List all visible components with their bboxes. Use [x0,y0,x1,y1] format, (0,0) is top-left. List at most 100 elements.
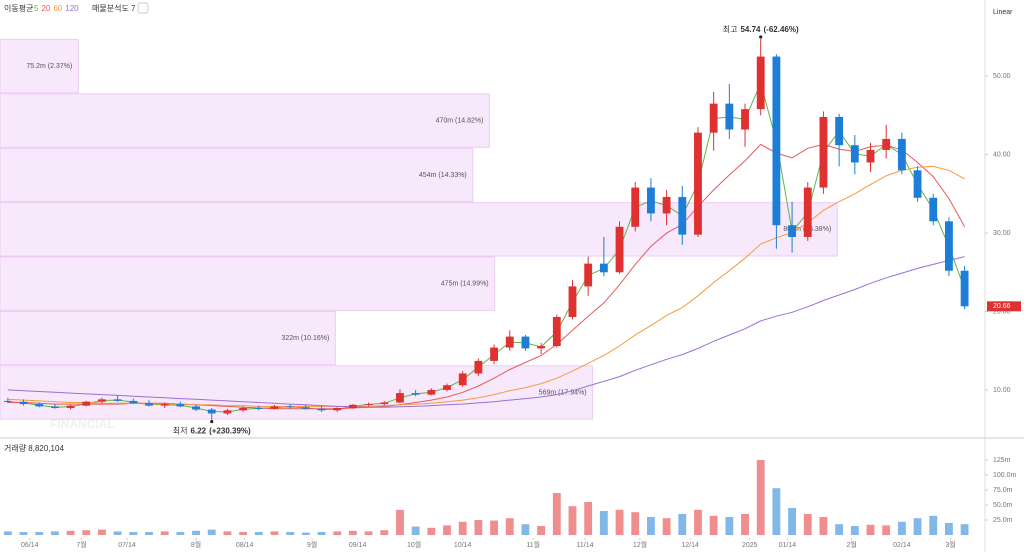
volume-bar [317,532,326,535]
volume-bar [631,512,640,535]
x-tick-label: 09/14 [349,542,367,549]
candle-body [207,409,216,414]
profile-bar [0,93,490,148]
candle-body [66,405,75,408]
volume-bar [803,514,812,535]
annotation-change: (+230.39%) [209,427,251,436]
volume-bar [254,532,263,535]
volume-bar [694,509,702,535]
close-button[interactable] [137,2,149,14]
candle-body [98,399,106,402]
candle-body [819,116,828,188]
candle-body [396,393,404,403]
profile-label: 75.2m (2.37%) [26,63,72,70]
volume-bar [882,525,891,535]
candle-body [725,103,734,130]
y-tick-label: 10.00 [993,387,1011,394]
candle-body [960,270,969,307]
candle-body [129,400,138,404]
candle-body [741,109,749,130]
profile-bar [0,39,79,94]
ma-legend: 5 20 60 120 [34,4,79,13]
ma-line [7,143,966,410]
candle-body [176,404,185,407]
volume-bar [333,531,342,535]
candle-body [474,360,483,374]
candles [3,39,969,420]
volume-bar [678,514,687,535]
x-tick-label: 3월 [945,540,955,549]
x-tick-label: 8월 [191,540,201,549]
profile-title[interactable]: 매물분석도 7 [92,3,136,13]
volume-bar [537,526,546,535]
candle-body [333,407,342,411]
annotation-value: 6.22 [191,427,207,436]
scale-mode[interactable]: Linear [993,9,1013,16]
profile-bar [0,202,838,257]
y-tick-label: 20.00 [993,308,1011,315]
extreme-annotation: 최고 54.74 (-62.46%) [723,24,799,34]
volume-bar [756,460,765,535]
profile-label: 322m (10.16%) [281,335,329,342]
volume-bar [3,531,12,535]
volume-bar [223,531,232,535]
candle-body [599,263,608,273]
candle-body [709,103,718,133]
candle-body [3,400,12,402]
last-price-label: 20.66 [993,303,1011,310]
x-tick-label: 11월 [526,540,540,549]
volume-tick-label: 50.0m [993,502,1013,509]
candle-body [646,187,655,214]
volume-bar [615,509,624,535]
volume-bar [772,488,781,535]
candle-body [458,373,467,386]
candle-body [756,56,765,110]
volume-bar [129,532,138,535]
candle-body [364,404,373,406]
x-tick-label: 9월 [307,540,317,549]
legend-entry: 5 [34,4,39,13]
volume-bar [396,509,404,535]
volume-bar [599,511,608,535]
volume-tick-label: 75.0m [993,487,1013,494]
watermark: FINANCIAL [50,417,115,431]
volume-bar [458,521,467,535]
legend-entry: 20 [41,4,50,13]
candle-body [882,138,891,150]
volume-bar [490,520,498,535]
candle-body [631,187,640,227]
x-tick-label: 11/14 [577,542,594,549]
candle-body [443,385,451,390]
candle-body [427,389,436,395]
candle-body [929,197,938,222]
annotation-label: 최저 [173,426,188,436]
volume-bar [35,532,44,535]
ma-legend-label: 이동평균 [4,3,33,13]
volume-tick-label: 100.0m [993,472,1017,479]
volume-bar [301,532,310,535]
volume-bar [364,531,373,535]
candle-body [254,407,263,409]
volume-bar [521,524,530,535]
volume-bar [960,524,969,535]
legend-entry: 60 [53,4,62,13]
volume-bar [207,529,216,535]
x-tick-label: 07/14 [118,542,136,549]
volume-bar [192,530,200,535]
candle-body [584,263,593,287]
extreme-marker [759,35,763,39]
volume-bar [850,526,859,535]
candle-body [317,408,326,411]
ma-line [7,256,965,408]
profile-bar [0,310,336,366]
candle-body [662,196,671,214]
candle-body [913,170,922,198]
candle-body [223,410,232,414]
candle-body [286,406,295,408]
volume-bar [348,530,357,535]
volume-bar [819,517,828,535]
volume-bar [725,517,734,535]
x-tick-label: 12월 [633,540,647,549]
profile-label: 454m (14.33%) [419,172,467,179]
